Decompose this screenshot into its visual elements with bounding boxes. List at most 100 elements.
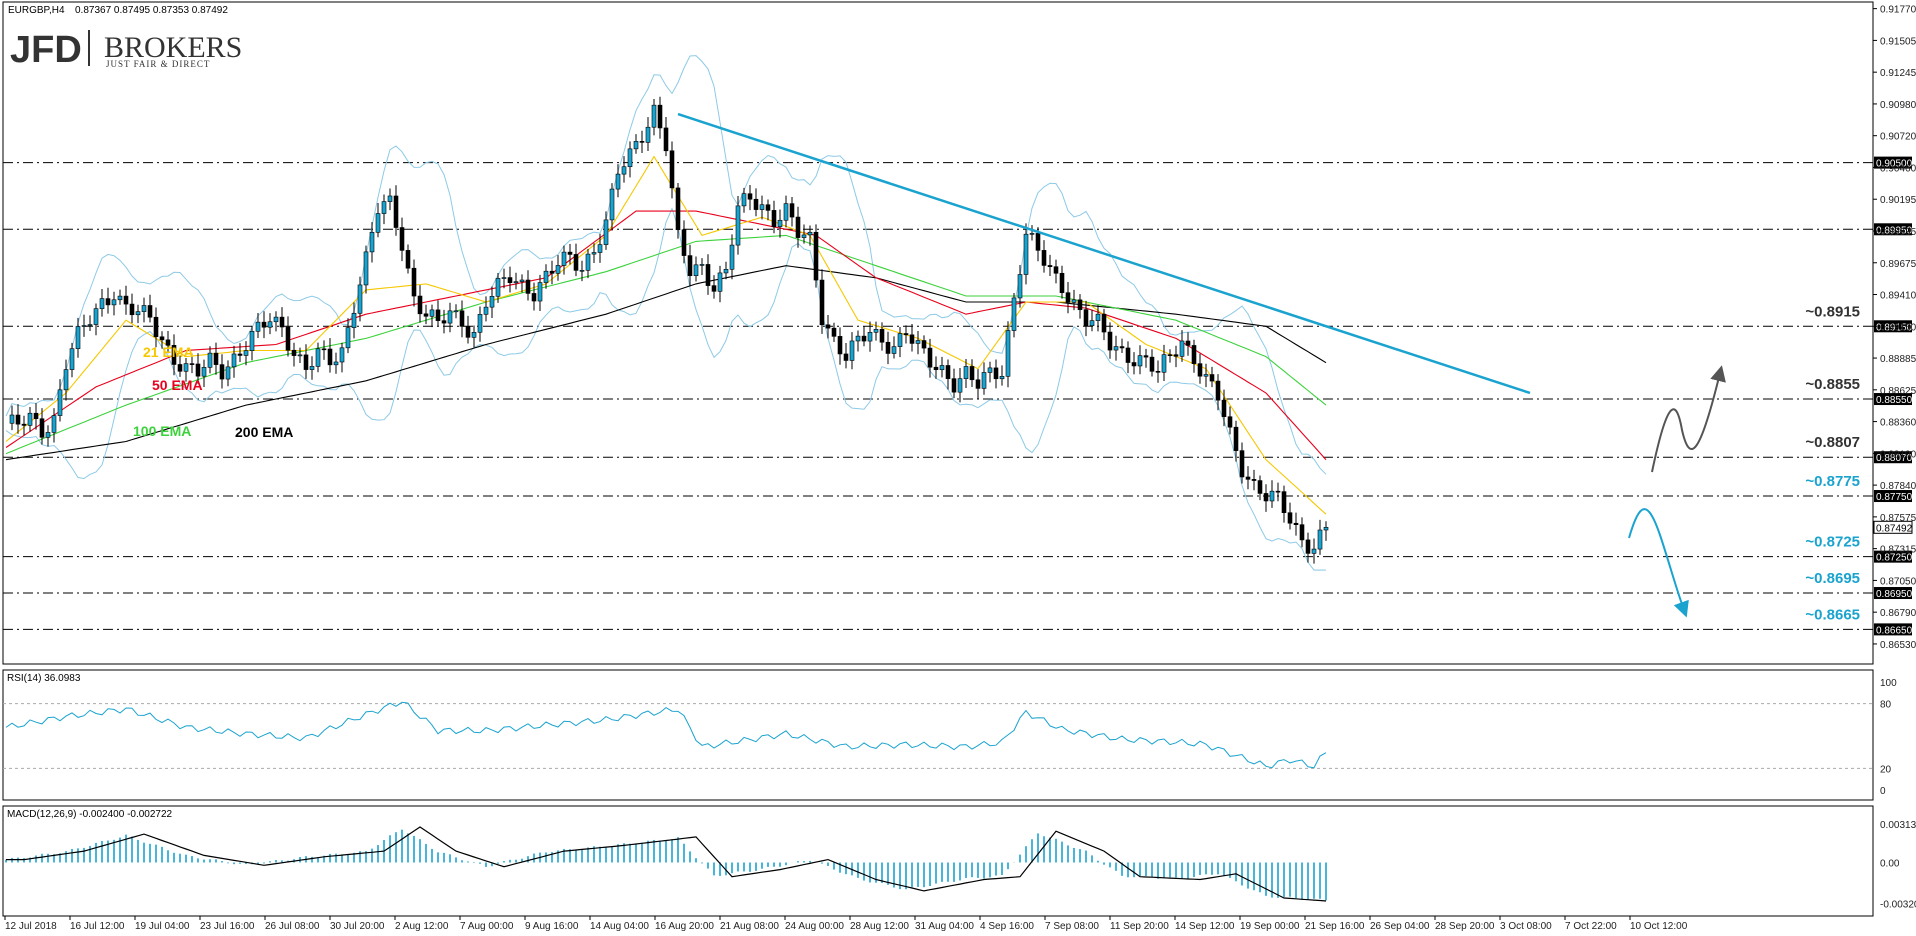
candle-body	[1215, 380, 1221, 401]
candle-body	[177, 364, 183, 372]
candle-body	[501, 277, 507, 279]
candle-body	[981, 372, 987, 389]
ema-200-line	[5, 265, 1327, 461]
candle-body	[861, 335, 867, 342]
candle-body	[195, 363, 201, 377]
price-tick-8: 0.89675	[1880, 259, 1916, 270]
price-tick-7: 0.89935	[1880, 227, 1916, 238]
rsi-tick-2: 20	[1880, 764, 1892, 775]
candle-body	[1317, 529, 1323, 550]
candle-body	[1089, 320, 1095, 327]
candle-body	[699, 264, 705, 266]
candle-body	[573, 254, 579, 271]
level-tag-0: 0.90500	[1876, 159, 1913, 170]
candle-body	[531, 293, 537, 302]
candle-body	[873, 329, 879, 333]
candle-body	[1035, 233, 1041, 251]
candle-body	[1047, 265, 1053, 268]
rsi-line	[5, 701, 1327, 769]
time-tick-5: 30 Jul 20:00	[330, 921, 385, 932]
level-tag-4: 0.88070	[1876, 453, 1913, 464]
candle-body	[303, 354, 309, 370]
candle-body	[171, 345, 177, 365]
candle-body	[471, 332, 477, 338]
candle-body	[339, 347, 345, 363]
price-tick-12: 0.88625	[1880, 386, 1916, 397]
candle-body	[201, 367, 207, 377]
time-tick-7: 7 Aug 00:00	[460, 921, 514, 932]
candle-body	[333, 361, 339, 366]
candle-body	[765, 204, 771, 211]
candle-body	[711, 285, 717, 292]
candle-body	[237, 353, 243, 356]
candles	[9, 96, 1329, 564]
level-tag-bg-3	[1874, 393, 1912, 406]
trendline[interactable]	[677, 112, 1531, 395]
candle-body	[99, 298, 105, 309]
candle-body	[1107, 331, 1113, 351]
candle-body	[153, 316, 159, 338]
time-tick-25: 10 Oct 12:00	[1630, 921, 1688, 932]
bollinger-lower	[5, 207, 1327, 571]
time-tick-13: 28 Aug 12:00	[850, 921, 909, 932]
candle-body	[1233, 426, 1239, 451]
candle-body	[435, 309, 441, 321]
candle-body	[351, 312, 357, 328]
candle-body	[807, 231, 813, 236]
level-lines	[3, 162, 1873, 630]
candle-body	[141, 305, 147, 312]
candle-body	[1263, 493, 1269, 502]
candle-body	[597, 244, 603, 253]
time-tick-2: 19 Jul 04:00	[135, 921, 190, 932]
candle-body	[585, 253, 591, 271]
level-tag-bg-2	[1874, 320, 1912, 333]
candle-body	[741, 193, 747, 207]
candle-body	[1059, 272, 1065, 293]
candle-body	[291, 349, 297, 356]
candle-body	[1323, 527, 1329, 531]
candle-body	[345, 327, 351, 349]
candle-body	[1221, 399, 1227, 418]
rsi-series: 100 80 20 0	[3, 678, 1897, 797]
time-tick-8: 9 Aug 16:00	[525, 921, 579, 932]
candle-body	[219, 364, 225, 380]
candle-body	[1131, 362, 1137, 367]
candle-body	[1023, 233, 1029, 275]
candle-body	[189, 363, 195, 365]
candle-body	[789, 203, 795, 218]
candle-body	[1299, 524, 1305, 541]
candle-body	[579, 269, 585, 272]
candle-body	[57, 389, 63, 416]
candle-body	[423, 313, 429, 317]
price-tick-9: 0.89410	[1880, 291, 1916, 302]
level-tag-bg-5	[1874, 490, 1912, 503]
candle-body	[957, 378, 963, 393]
candle-body	[603, 219, 609, 245]
ema-labels: 21 EMA 50 EMA 100 EMA 200 EMA	[133, 344, 293, 440]
candle-body	[87, 324, 93, 326]
time-tick-11: 21 Aug 08:00	[720, 921, 779, 932]
candle-body	[9, 414, 15, 424]
candle-body	[645, 126, 651, 143]
downtrend-line	[677, 112, 1531, 395]
candle-body	[885, 341, 891, 354]
level-label-2: ~0.8915	[1805, 303, 1860, 320]
candle-body	[669, 150, 675, 189]
macd-tick-1: 0.00	[1880, 858, 1900, 869]
candle-body	[393, 195, 399, 228]
candle-body	[357, 284, 363, 314]
candle-body	[465, 326, 471, 338]
candle-body	[513, 281, 519, 284]
bollinger-upper	[5, 55, 1327, 475]
time-tick-20: 21 Sep 16:00	[1305, 921, 1365, 932]
main-panel	[2, 1, 1874, 665]
time-tick-18: 14 Sep 12:00	[1175, 921, 1235, 932]
symbol-label: EURGBP,H4	[8, 5, 65, 16]
candle-body	[33, 412, 39, 420]
candle-body	[561, 251, 567, 266]
candle-body	[1287, 512, 1293, 524]
level-tag-8: 0.86650	[1876, 625, 1913, 636]
time-tick-19: 19 Sep 00:00	[1240, 921, 1300, 932]
candle-body	[297, 354, 303, 357]
